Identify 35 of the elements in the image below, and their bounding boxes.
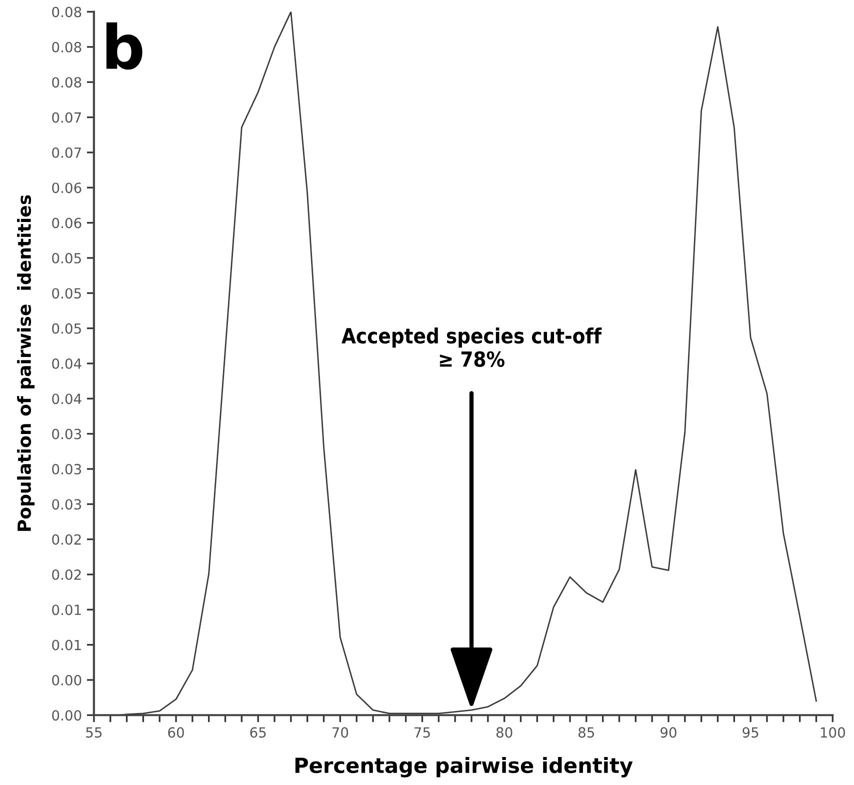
y-tick-label: 0.08 [52,42,82,52]
y-tick-label: 0.01 [52,604,81,616]
y-tick-label: 0.01 [52,640,81,650]
y-tick-label: 0.05 [52,323,81,334]
x-tick-label: 95 [742,727,758,738]
y-tick-label: 0.00 [52,710,82,721]
y-tick-label: 0.08 [52,77,82,88]
x-tick-label: 55 [86,727,102,738]
y-tick-label: 0.08 [52,6,82,18]
y-tick-label: 0.02 [52,534,81,545]
x-axis-title: Percentage pairwise identity [295,757,633,778]
y-tick-label: 0.03 [52,499,82,510]
y-axis-title: Population of pairwise identities [17,195,35,531]
x-tick-label: 75 [414,727,430,738]
y-tick-label: 0.07 [52,147,81,158]
y-tick-label: 0.04 [52,358,82,369]
y-tick-label: 0.05 [52,288,81,299]
y-tick-label: 0.03 [52,428,82,440]
y-tick-label: 0.06 [52,218,82,228]
y-tick-label: 0.05 [52,252,81,264]
y-tick-label: 0.00 [52,674,82,686]
x-tick-label: 85 [578,727,594,738]
x-tick-label: 100 [820,727,845,738]
y-tick-label: 0.06 [52,182,82,194]
annotation: b [106,22,142,70]
y-tick-label: 0.03 [52,464,82,474]
y-tick-label: 0.07 [52,112,81,123]
y-tick-label: 0.02 [52,569,81,580]
x-tick-label: 80 [496,727,512,738]
x-tick-label: 70 [332,727,348,738]
x-tick-label: 90 [660,727,676,738]
annotation: Accepted species cut-off ≥ 78% [342,328,602,367]
y-tick-label: 0.04 [52,394,82,404]
x-tick-label: 60 [168,727,184,738]
x-tick-label: 65 [250,727,266,738]
